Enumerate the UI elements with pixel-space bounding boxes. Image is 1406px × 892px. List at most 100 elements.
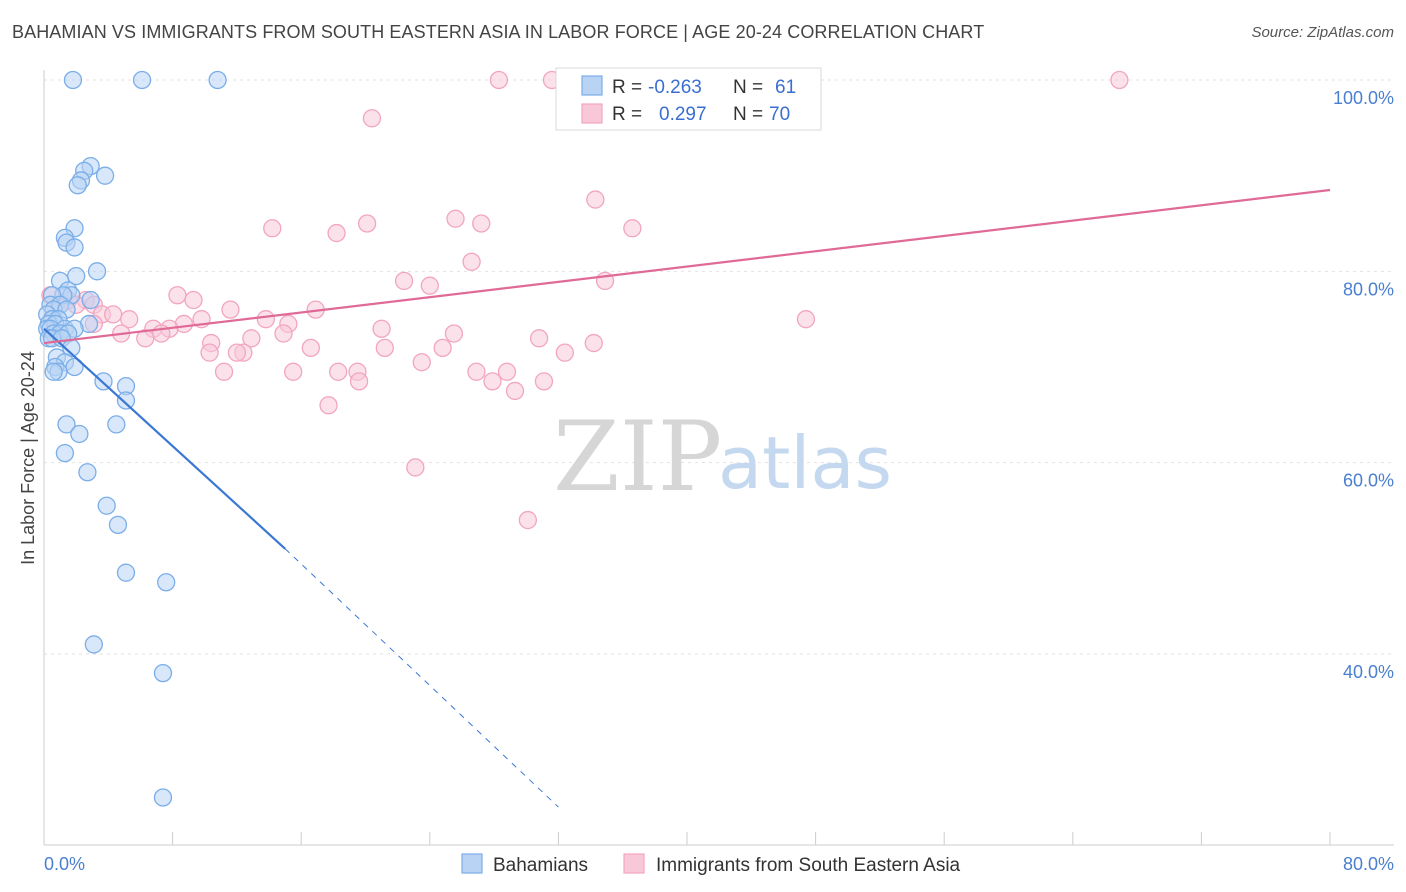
series-bahamians-points [38,70,227,807]
immigrants-point-24 [221,300,240,319]
immigrants-point-51 [227,343,247,362]
bahamians-point-59 [84,635,103,654]
bahamians-point-0 [63,70,83,90]
axes [43,70,1394,846]
immigrants-point-57 [467,362,486,381]
immigrants-point-5 [586,190,605,209]
immigrants-point-6 [446,209,465,228]
source-label: Source: ZipAtlas.com [1251,24,1394,41]
immigrants-point-40 [444,324,464,343]
chart-title: BAHAMIAN VS IMMIGRANTS FROM SOUTH EASTER… [12,22,985,42]
immigrants-point-46 [301,338,320,358]
immigrants-point-39 [274,324,293,343]
x-axis-tick-labels: 0.0% 80.0% [44,854,1394,874]
bahamians-point-7 [68,176,87,195]
y-axis-tick-labels: 100.0% 80.0% 60.0% 40.0% [1333,88,1394,682]
stats-r-value-2: 0.297 [659,104,707,125]
bahamians-point-2 [208,70,227,90]
stats-r-label-1: R = [612,77,642,98]
bahamians-point-11 [65,238,84,257]
immigrants-point-4 [362,109,382,128]
immigrants-point-41 [136,329,155,348]
immigrants-point-61 [483,372,502,391]
immigrants-point-9 [623,219,642,238]
immigrants-point-66 [518,510,538,530]
immigrants-point-64 [319,396,338,415]
immigrants-point-36 [372,319,391,338]
stats-swatch-immigrants [581,103,603,124]
y-tick-label-3: 40.0% [1343,662,1394,682]
bahamians-point-1 [132,70,152,90]
immigrants-point-67 [796,310,816,329]
immigrants-point-43 [529,329,549,348]
immigrants-point-47 [375,338,394,358]
immigrants-point-54 [214,362,234,381]
bahamians-point-51 [57,415,76,434]
immigrants-point-42 [242,329,261,348]
immigrants-trend-line [43,188,1331,345]
immigrants-point-49 [200,343,219,362]
watermark-atlas: atlas [718,421,892,505]
y-tick-label-1: 80.0% [1343,279,1394,299]
immigrants-point-14 [420,276,439,295]
bahamians-point-56 [108,515,128,534]
immigrants-point-0 [489,70,509,90]
y-axis-title: In Labor Force | Age 20-24 [18,351,38,565]
stats-n-label-2: N = [733,104,763,125]
bahamians-point-52 [70,424,89,444]
x-tick-label-0: 0.0% [44,854,85,874]
immigrants-point-17 [168,286,187,305]
stats-legend: R = -0.263 N = 61 R = 0.297 N = 70 [555,67,822,131]
bahamians-point-12 [87,262,107,281]
bahamians-trend-line [43,327,286,550]
immigrants-point-52 [555,343,574,362]
y-tick-label-0: 100.0% [1333,88,1394,108]
immigrants-point-3 [1110,70,1129,90]
watermark-zip: ZIP [553,401,722,513]
immigrants-point-18 [184,290,203,310]
bahamians-trend-extension [284,548,559,808]
stats-n-label-1: N = [733,77,763,98]
immigrants-point-10 [263,219,282,238]
bahamians-point-60 [153,663,173,683]
immigrants-point-63 [505,381,525,401]
bahamians-point-49 [116,391,136,410]
immigrants-point-45 [584,333,603,353]
x-axis-ticks [43,832,1331,845]
trend-lines [43,188,1331,808]
legend-label-bahamians: Bahamians [493,855,588,876]
gridlines [44,79,1394,655]
stats-n-value-2: 70 [769,104,790,125]
stats-n-value-1: 61 [775,77,796,98]
stats-r-value-1: -0.263 [648,77,702,98]
immigrants-point-7 [472,214,491,233]
immigrants-point-53 [412,353,431,372]
immigrants-point-60 [349,372,369,391]
stats-r-label-2: R = [612,104,642,125]
legend-swatch-bahamians [461,853,483,874]
immigrants-point-27 [103,305,123,324]
bahamians-point-61 [153,788,173,807]
immigrants-point-55 [284,362,303,381]
series-legend: Bahamians Immigrants from South Eastern … [461,853,961,876]
immigrants-point-62 [534,372,554,391]
bahamians-point-57 [116,563,136,582]
immigrants-point-30 [256,310,275,329]
immigrants-point-65 [406,458,425,477]
bahamians-point-46 [44,362,63,381]
bahamians-point-5 [95,166,115,185]
watermark: ZIP atlas [553,401,892,513]
immigrants-point-28 [120,310,139,329]
x-tick-label-1: 80.0% [1343,854,1394,874]
immigrants-point-12 [462,252,481,271]
bahamians-point-58 [157,573,176,592]
bahamians-point-55 [97,496,116,515]
bahamians-point-54 [78,463,97,482]
immigrants-point-48 [433,338,452,358]
immigrants-point-11 [327,223,346,243]
immigrants-point-8 [357,214,377,233]
immigrants-point-56 [329,362,348,381]
immigrants-point-13 [394,271,414,291]
legend-label-immigrants: Immigrants from South Eastern Asia [656,855,961,876]
